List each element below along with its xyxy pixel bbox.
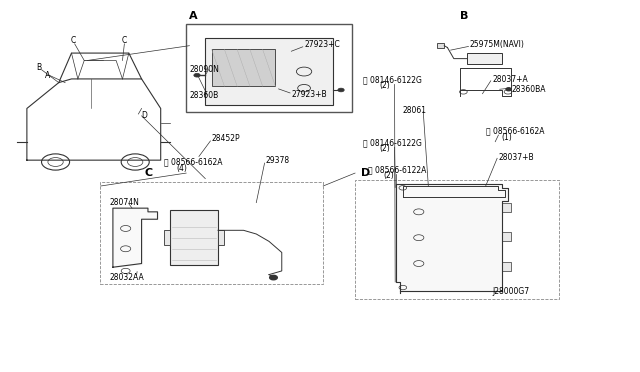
Text: D: D: [362, 168, 371, 178]
Bar: [164, 230, 170, 245]
Circle shape: [194, 73, 200, 77]
Text: 27923+B: 27923+B: [291, 90, 327, 99]
Text: 28037+A: 28037+A: [492, 75, 528, 84]
Text: B: B: [36, 63, 42, 72]
Text: 28061: 28061: [403, 106, 427, 115]
Bar: [502, 232, 511, 241]
Text: Ⓢ 08566-6122A: Ⓢ 08566-6122A: [368, 165, 426, 174]
Bar: [355, 180, 559, 299]
Bar: [100, 182, 323, 284]
Text: Ⓢ 08566-6162A: Ⓢ 08566-6162A: [486, 127, 544, 136]
Text: 25975M(NAVI): 25975M(NAVI): [470, 41, 525, 49]
Text: C: C: [121, 36, 127, 45]
Text: Ⓢ 08566-6162A: Ⓢ 08566-6162A: [164, 157, 222, 167]
Text: 29378: 29378: [266, 156, 290, 166]
Text: (2): (2): [384, 171, 394, 180]
Text: Ⓢ 08146-6122G: Ⓢ 08146-6122G: [364, 138, 422, 147]
Text: (4): (4): [177, 164, 188, 173]
Polygon shape: [396, 184, 508, 293]
Text: (2): (2): [380, 144, 390, 153]
Bar: [205, 38, 333, 105]
Text: A: A: [189, 11, 198, 21]
Bar: [502, 203, 511, 212]
Text: 28032AA: 28032AA: [109, 273, 145, 282]
Text: J28000G7: J28000G7: [492, 287, 529, 296]
Text: (2): (2): [380, 81, 390, 90]
Bar: [170, 210, 218, 265]
Bar: [502, 262, 511, 271]
Text: 27923+C: 27923+C: [304, 41, 340, 49]
Bar: [218, 230, 225, 245]
Bar: [436, 43, 444, 48]
Text: 28090N: 28090N: [189, 65, 220, 74]
Text: 28360B: 28360B: [189, 91, 219, 100]
Text: 28360BA: 28360BA: [511, 85, 546, 94]
Circle shape: [338, 88, 344, 92]
Circle shape: [506, 88, 511, 91]
Text: B: B: [460, 11, 468, 21]
Text: D: D: [141, 111, 147, 121]
Text: 28452P: 28452P: [212, 134, 240, 143]
Text: A: A: [45, 71, 50, 80]
Text: C: C: [145, 168, 153, 178]
Bar: [186, 23, 352, 112]
Bar: [212, 49, 275, 86]
Text: 28074N: 28074N: [109, 198, 140, 207]
Bar: [467, 53, 502, 64]
Text: Ⓢ 08146-6122G: Ⓢ 08146-6122G: [364, 75, 422, 84]
Text: 28037+B: 28037+B: [499, 153, 534, 162]
Polygon shape: [113, 208, 157, 267]
Text: C: C: [70, 36, 76, 45]
Text: (1): (1): [502, 133, 513, 142]
Circle shape: [269, 275, 277, 280]
